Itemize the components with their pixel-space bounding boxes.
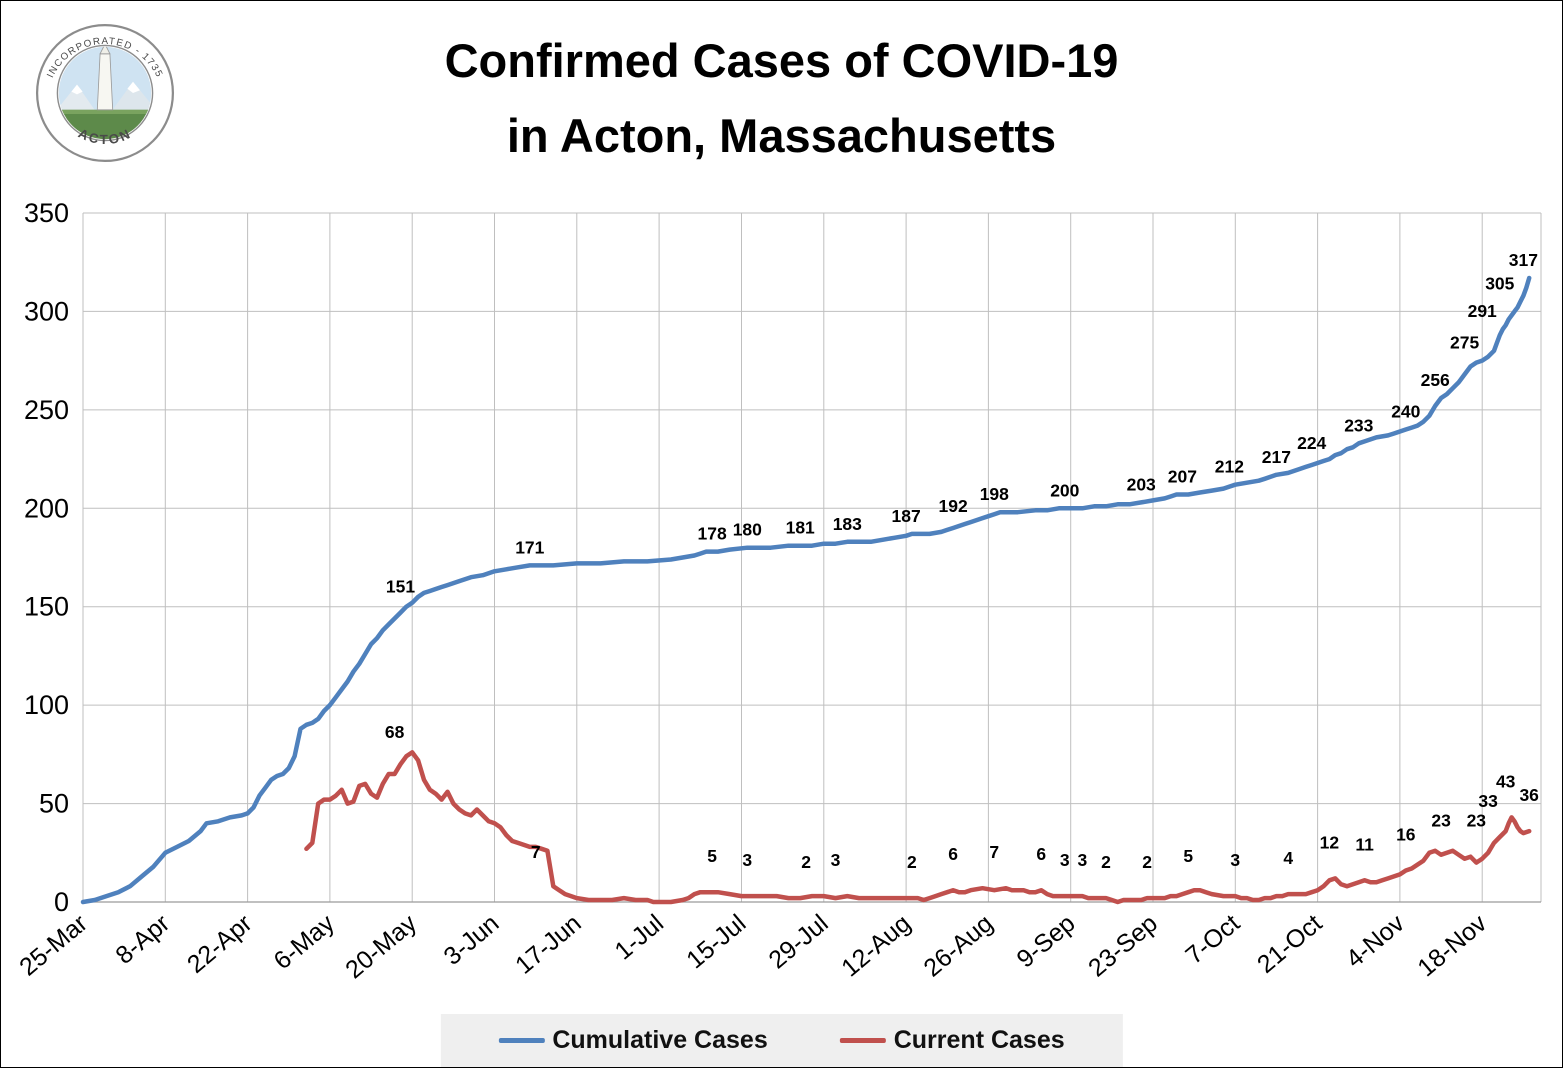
current-data-label: 23	[1467, 811, 1487, 831]
x-tick-label: 21-Oct	[1252, 909, 1328, 979]
current-data-label: 5	[707, 846, 717, 866]
cumulative-data-label: 151	[386, 577, 415, 597]
current-data-label: 68	[385, 722, 405, 742]
legend-label-cumulative-cases: Cumulative Cases	[552, 1026, 768, 1054]
current-cases-line	[304, 750, 1532, 905]
y-tick-label: 0	[54, 887, 69, 917]
x-tick-label: 9-Sep	[1011, 909, 1080, 973]
current-data-label: 2	[1101, 852, 1111, 872]
chart-title-line-2: in Acton, Massachusetts	[506, 109, 1057, 163]
x-tick-label: 1-Jul	[609, 909, 669, 965]
current-data-label: 3	[742, 850, 752, 870]
x-tick-label: 8-Apr	[110, 909, 175, 970]
cumulative-data-label: 291	[1468, 301, 1497, 321]
current-data-label: 7	[989, 842, 999, 862]
current-data-label: 6	[948, 844, 958, 864]
current-data-label: 11	[1355, 834, 1374, 854]
y-tick-label: 100	[24, 690, 69, 720]
cumulative-data-label: 256	[1421, 370, 1450, 390]
y-tick-label: 150	[24, 592, 69, 622]
current-data-label: 16	[1396, 825, 1416, 845]
cumulative-data-label: 203	[1127, 474, 1156, 494]
current-data-label: 3	[1078, 850, 1088, 870]
x-tick-label: 12-Aug	[836, 909, 916, 982]
cumulative-data-label: 192	[938, 496, 967, 516]
legend-item-current-cases: Current Cases	[839, 1026, 1065, 1055]
x-tick-label: 3-Jun	[438, 909, 504, 971]
current-data-label: 12	[1320, 832, 1340, 852]
cumulative-data-label: 198	[980, 484, 1009, 504]
current-data-label: 2	[801, 852, 811, 872]
current-data-label: 36	[1519, 785, 1539, 805]
cumulative-data-label: 178	[697, 524, 726, 544]
y-tick-label: 350	[24, 198, 69, 228]
x-tick-label: 7-Oct	[1180, 909, 1245, 970]
y-tick-label: 250	[24, 395, 69, 425]
current-data-label: 6	[1036, 844, 1046, 864]
cumulative-data-label: 224	[1297, 433, 1326, 453]
cumulative-data-label: 183	[833, 514, 862, 534]
cumulative-data-label: 240	[1391, 402, 1420, 422]
acton-town-seal-logo: INCORPORATED - 1735 ACTON	[35, 23, 175, 163]
current-data-label: 7	[531, 842, 541, 862]
x-tick-label: 20-May	[340, 909, 422, 984]
x-tick-label: 15-Jul	[681, 909, 751, 974]
chart-title-line-1: Confirmed Cases of COVID-19	[444, 34, 1119, 87]
seal-graphic: INCORPORATED - 1735 ACTON	[35, 23, 175, 163]
cumulative-data-label: 233	[1344, 415, 1373, 435]
current-data-label: 2	[1142, 852, 1152, 872]
cumulative-data-label: 305	[1485, 274, 1514, 294]
x-tick-label: 18-Nov	[1412, 909, 1492, 983]
current-data-label: 2	[907, 852, 917, 872]
cumulative-data-label: 217	[1262, 447, 1291, 467]
legend-label-current-cases: Current Cases	[893, 1026, 1065, 1054]
current-cases-line-swatch	[839, 1038, 886, 1043]
x-tick-label: 17-Jun	[510, 909, 587, 980]
current-data-label: 4	[1283, 848, 1293, 868]
cumulative-data-label: 317	[1509, 250, 1538, 270]
legend-item-cumulative-cases: Cumulative Cases	[498, 1026, 768, 1055]
current-data-label: 3	[1230, 850, 1240, 870]
cumulative-cases-line	[80, 275, 1532, 905]
current-data-label: 23	[1431, 811, 1451, 831]
x-tick-label: 23-Sep	[1083, 909, 1163, 982]
cumulative-data-label: 200	[1050, 480, 1079, 500]
seal-bottom-text: ACTON	[76, 126, 134, 148]
cumulative-cases-line-swatch	[498, 1038, 545, 1043]
current-data-label: 43	[1496, 771, 1516, 791]
current-data-label: 3	[1060, 850, 1070, 870]
cumulative-data-label: 181	[786, 518, 815, 538]
cumulative-data-label: 171	[515, 537, 544, 557]
y-tick-label: 300	[24, 296, 69, 326]
cumulative-data-label: 180	[733, 520, 762, 540]
x-tick-label: 29-Jul	[763, 909, 833, 974]
x-tick-label: 6-May	[269, 909, 341, 975]
x-tick-label: 25-Mar	[14, 909, 93, 981]
cumulative-data-label: 275	[1450, 333, 1479, 353]
y-tick-label: 200	[24, 493, 69, 523]
current-data-label: 3	[831, 850, 841, 870]
chart-legend: Cumulative Cases Current Cases	[440, 1014, 1123, 1067]
cumulative-data-label: 212	[1215, 457, 1244, 477]
current-data-label: 5	[1183, 846, 1193, 866]
x-tick-label: 4-Nov	[1341, 909, 1410, 974]
cumulative-data-label: 207	[1168, 467, 1197, 487]
y-tick-label: 50	[39, 789, 69, 819]
chart-title: Confirmed Cases of COVID-19 in Acton, Ma…	[1, 23, 1562, 173]
current-data-label: 33	[1478, 791, 1498, 811]
cumulative-data-label: 187	[891, 506, 920, 526]
x-tick-label: 26-Aug	[918, 909, 998, 982]
x-tick-label: 22-Apr	[182, 909, 257, 979]
